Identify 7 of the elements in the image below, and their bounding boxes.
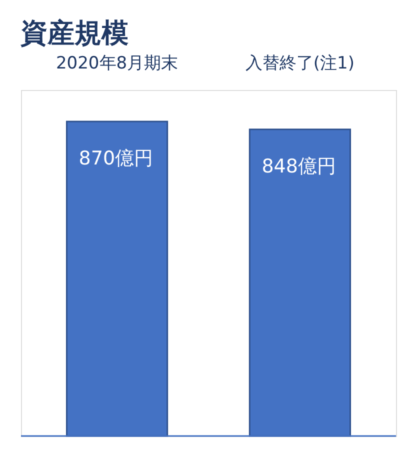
x-tick-label: 2020年8月期末	[56, 54, 178, 74]
x-tick-label: 入替終了(注1)	[245, 54, 355, 74]
chart-title: 資産規模	[19, 18, 128, 49]
annotation: 億円	[115, 147, 154, 170]
data-label: 870	[78, 147, 116, 170]
annotation: 億円	[298, 155, 336, 178]
data-label: 848	[262, 155, 298, 178]
